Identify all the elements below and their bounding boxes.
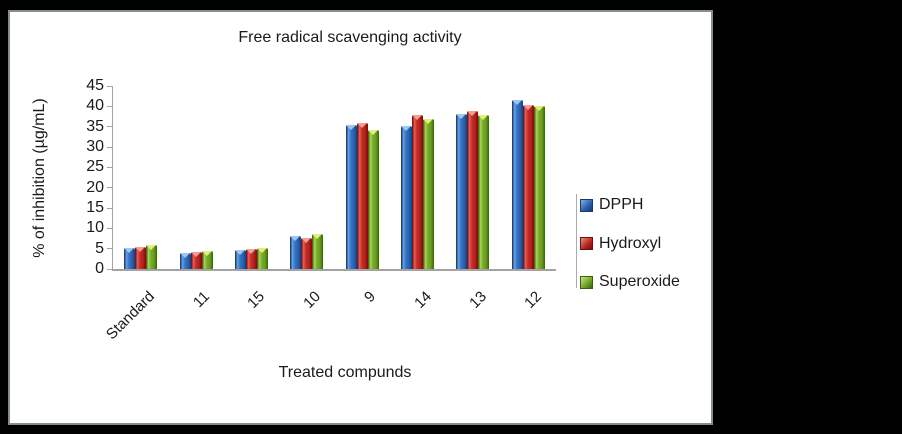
bar-hydroxyl-13 — [467, 111, 479, 269]
bar-dpph-10 — [290, 236, 302, 269]
y-axis-tick — [107, 126, 113, 128]
x-axis-title: Treated compunds — [278, 364, 412, 381]
bar-bevel-cap — [511, 100, 522, 106]
bar-bevel-cap — [245, 249, 256, 255]
bar-bevel-cap — [456, 113, 467, 119]
legend-label: Superoxide — [599, 273, 680, 290]
legend-label: DPPH — [599, 196, 644, 213]
legend-label: Hydroxyl — [599, 234, 662, 252]
bar-bevel-cap — [135, 247, 146, 253]
bar-hydroxyl-15 — [245, 249, 257, 269]
bar-hydroxyl-12 — [522, 104, 534, 269]
bar-bevel-cap — [423, 119, 434, 125]
legend-item-superoxide: Superoxide — [580, 274, 680, 290]
bar-bevel-cap — [234, 249, 245, 255]
bar-bevel-cap — [367, 129, 378, 135]
y-axis-tick — [107, 248, 113, 250]
bar-hydroxyl-14 — [412, 114, 424, 269]
bar-superoxide-9 — [367, 129, 379, 269]
y-tick-label: 30 — [86, 138, 104, 155]
bar-dpph-9 — [345, 125, 357, 269]
bar-superoxide-11 — [201, 250, 213, 269]
bar-dpph-13 — [456, 113, 468, 269]
bar-bevel-cap — [124, 247, 135, 253]
y-axis-tick — [107, 187, 113, 189]
bar-dpph-14 — [401, 126, 413, 269]
bar-hydroxyl-10 — [301, 238, 313, 269]
bar-dpph-standard — [124, 247, 136, 269]
bar-bevel-cap — [345, 125, 356, 131]
y-axis-tick — [107, 207, 113, 209]
bar-bevel-cap — [179, 253, 190, 259]
y-tick-label: 0 — [95, 260, 104, 277]
bar-hydroxyl-11 — [190, 251, 202, 269]
bar-bevel-cap — [301, 238, 312, 244]
y-tick-label: 40 — [86, 97, 104, 115]
y-axis-tick — [107, 85, 113, 87]
y-tick-label: 10 — [86, 219, 104, 237]
legend-marker-icon — [580, 275, 593, 289]
plot-area — [107, 85, 556, 271]
bar-bevel-cap — [412, 114, 423, 120]
legend-item-hydroxyl: Hydroxyl — [580, 234, 662, 252]
y-axis-tick — [107, 146, 113, 148]
bar-bevel-cap — [190, 251, 201, 257]
bar-superoxide-12 — [533, 105, 545, 269]
bar-dpph-12 — [511, 100, 523, 269]
bar-superoxide-13 — [478, 114, 490, 269]
bar-bevel-cap — [146, 245, 157, 251]
bar-hydroxyl-9 — [356, 123, 368, 269]
y-axis-tick — [107, 105, 113, 107]
bar-bevel-cap — [522, 104, 533, 110]
bar-superoxide-standard — [146, 245, 158, 269]
legend-item-dpph: DPPH — [580, 197, 643, 213]
bar-dpph-11 — [179, 253, 191, 269]
legend-marker-icon — [580, 237, 593, 250]
y-tick-label: 5 — [95, 239, 104, 257]
bar-bevel-cap — [312, 234, 323, 240]
y-axis-tick — [107, 268, 113, 270]
bar-superoxide-15 — [256, 248, 268, 269]
bar-bevel-cap — [201, 250, 212, 256]
y-tick-label: 15 — [86, 199, 104, 216]
y-tick-label: 45 — [86, 77, 104, 94]
bar-bevel-cap — [356, 123, 367, 129]
y-tick-label: 20 — [86, 178, 104, 196]
chart-title: Free radical scavenging activity — [238, 29, 462, 46]
legend-marker-icon — [580, 198, 593, 212]
legend-border-line — [576, 194, 577, 288]
y-axis-tick — [107, 166, 113, 168]
bar-bevel-cap — [467, 111, 478, 117]
y-axis-tick — [107, 227, 113, 229]
bar-superoxide-10 — [312, 234, 324, 269]
y-tick-label: 35 — [86, 117, 104, 135]
bar-hydroxyl-standard — [135, 247, 147, 269]
bar-bevel-cap — [290, 236, 301, 242]
y-tick-label: 25 — [86, 158, 104, 176]
bar-bevel-cap — [478, 114, 489, 120]
bar-bevel-cap — [533, 105, 544, 111]
bar-dpph-15 — [234, 249, 246, 269]
bar-superoxide-14 — [423, 119, 435, 269]
chart-panel: Free radical scavenging activity % of in… — [8, 10, 713, 425]
bar-bevel-cap — [256, 248, 267, 254]
bar-bevel-cap — [401, 126, 412, 132]
